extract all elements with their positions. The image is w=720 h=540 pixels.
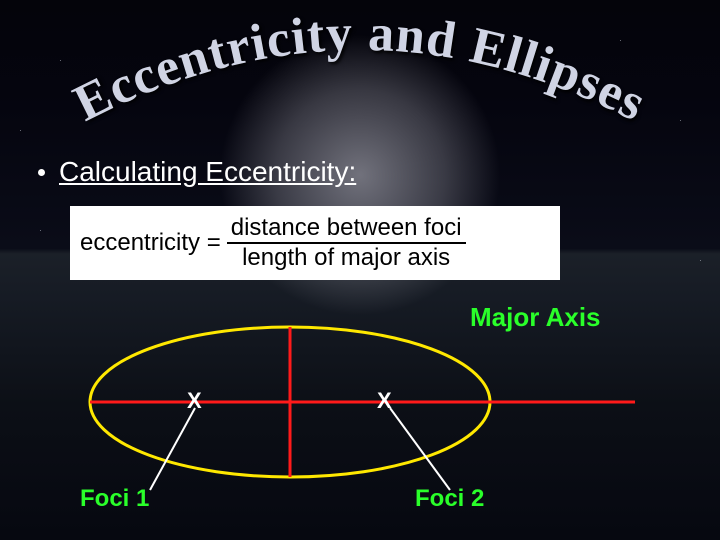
focus-1-label: Foci 1 <box>80 485 149 513</box>
ellipse-diagram <box>0 0 720 540</box>
focus-1-marker: X <box>187 388 202 414</box>
focus-2-label: Foci 2 <box>415 485 484 513</box>
major-axis-label: Major Axis <box>470 302 601 333</box>
slide: Eccentricity and Ellipses Calculating Ec… <box>0 0 720 540</box>
callout-focus-1 <box>150 408 195 490</box>
callout-focus-2 <box>390 408 450 490</box>
focus-2-marker: X <box>377 388 392 414</box>
